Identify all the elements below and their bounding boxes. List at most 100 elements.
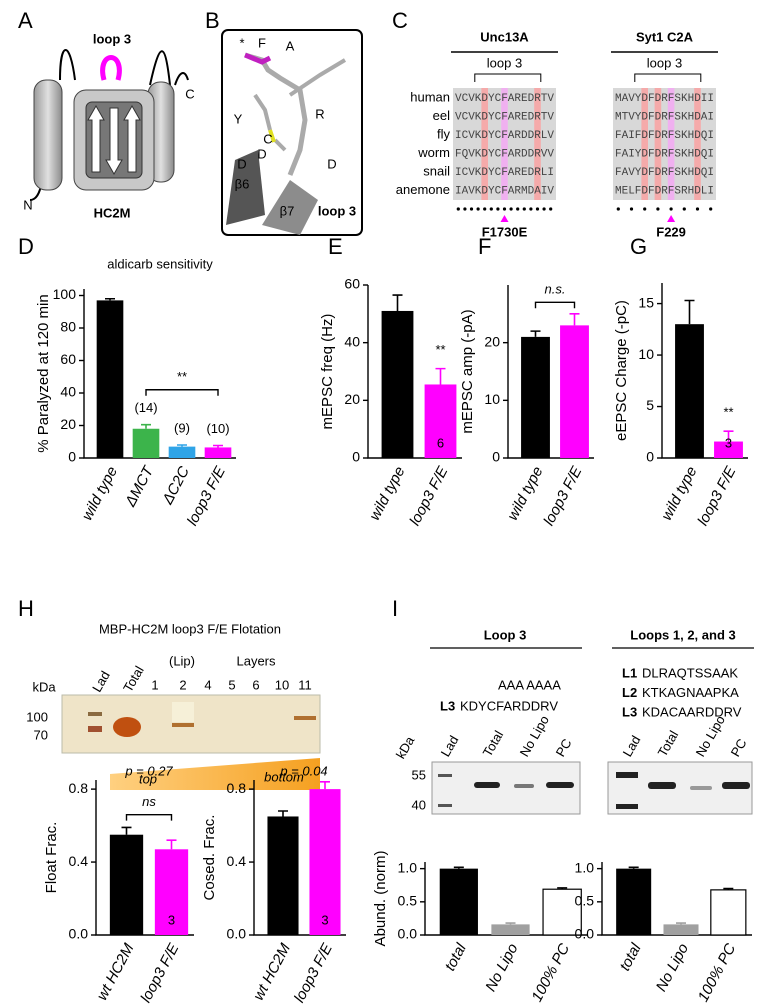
y-axis-label: % Paralyzed at 120 min (35, 294, 52, 452)
y-tick-label: 20 (60, 416, 76, 432)
structure-label: D (327, 156, 336, 171)
loop-id: L2 (622, 685, 637, 700)
y-tick-label: 40 (60, 384, 76, 400)
species: fly (437, 126, 451, 141)
gel-lane: Total (655, 728, 682, 759)
sequence: MAVYDFDRFSKHDII (615, 93, 714, 105)
error-bar (569, 313, 580, 326)
y-tick-label: 0.0 (227, 926, 247, 942)
species: eel (433, 108, 450, 123)
gel-lane: Total (480, 728, 507, 759)
bar (204, 447, 232, 458)
conservation-dot (669, 207, 673, 211)
conservation-dot (476, 207, 480, 211)
y-tick-label: 10 (638, 346, 654, 362)
conservation-dot (629, 207, 634, 211)
gel-kda: kDa (32, 679, 56, 694)
x-tick-label: No Lipo (653, 941, 692, 995)
loop-sequence: KDACAARDDRV (642, 704, 742, 719)
gel-marker: 70 (34, 727, 48, 742)
bar (154, 849, 189, 935)
gel-lane: Lad (620, 733, 644, 759)
y-tick-label: 0 (492, 449, 500, 465)
panel-label: B (205, 8, 220, 33)
bar (491, 924, 530, 935)
y-tick-label: 0 (646, 449, 654, 465)
x-tick-label: wild type (658, 464, 700, 524)
structure-label: F (258, 35, 266, 50)
y-tick-label: 100 (53, 286, 77, 302)
x-tick-label: loop3 F/E (137, 940, 183, 1006)
x-tick-label: wild type (366, 464, 408, 524)
conservation-dot (549, 207, 553, 211)
species: anemone (396, 182, 450, 197)
y-tick-label: 1.0 (398, 859, 418, 875)
gel-marker: 55 (412, 767, 426, 782)
n-label: 6 (437, 435, 444, 450)
gel-lane: 6 (252, 677, 259, 692)
error-bar (435, 367, 446, 385)
x-tick-label: total (442, 940, 471, 974)
y-tick-label: 0.4 (69, 853, 89, 869)
panel-label: D (18, 234, 34, 259)
y-tick-label: 80 (60, 319, 76, 335)
conserved-column (534, 88, 541, 200)
x-tick-label: No Lipo (482, 941, 521, 995)
conservation-dot (616, 207, 620, 211)
gel-lane: Lad (438, 733, 462, 759)
structure-diagram (221, 29, 363, 236)
error-bar (105, 297, 115, 301)
error-bar (121, 826, 132, 835)
loop-sequence: DLRAQTSSAAK (642, 665, 738, 680)
conserved-column (694, 88, 701, 200)
n-label: 3 (455, 912, 462, 927)
loop-bracket (634, 73, 702, 82)
mutation-label: F229 (656, 224, 686, 239)
y-tick-label: 0.0 (575, 926, 595, 942)
y-tick-label: 15 (638, 294, 654, 310)
structure-label: D (237, 156, 246, 171)
n-label: (10) (206, 421, 229, 436)
chart-title: aldicarb sensitivity (107, 256, 213, 271)
error-bar (320, 781, 330, 790)
gel-lane: No Lipo (517, 713, 552, 759)
y-axis-label: Abund. (norm) (372, 851, 389, 947)
y-tick-label: 0.8 (227, 780, 247, 796)
loop-id: L3 (622, 704, 637, 719)
x-tick-label: loop3 F/E (540, 463, 586, 529)
n-label: (14) (134, 400, 157, 415)
bar (663, 924, 699, 935)
x-tick-label: wild type (504, 464, 546, 524)
n-label: 17 (103, 435, 117, 450)
error-bar (628, 866, 639, 869)
conservation-dot (502, 207, 507, 211)
conservation-dot (483, 207, 487, 211)
conservation-dot (535, 207, 540, 211)
structure-label: β7 (280, 203, 295, 218)
error-bar (392, 294, 403, 311)
alignment-shading (453, 88, 716, 200)
chart-title: p = 0.04 (279, 763, 327, 778)
panel-label: A (18, 8, 33, 33)
bar (714, 441, 743, 458)
species: human (410, 89, 450, 104)
n-label: (9) (174, 420, 190, 435)
conservation-dot (643, 207, 647, 211)
sequence: MTVYDFDRFSKHDAI (615, 111, 714, 123)
bar (109, 834, 144, 935)
bar (542, 888, 582, 936)
conservation-dot (469, 207, 474, 211)
sequence: VCVKDYCFAREDRTV (455, 93, 554, 105)
group-title: Loops 1, 2, and 3 (630, 627, 735, 642)
flotation-gel (61, 694, 321, 790)
structure-label: A (286, 38, 295, 53)
loop-label: loop 3 (647, 55, 682, 70)
conserved-column (641, 88, 648, 200)
loop-label: loop 3 (93, 31, 131, 46)
gel-lane: 2 (179, 677, 186, 692)
significance-bracket (125, 813, 173, 821)
n-label: 3 (123, 912, 130, 927)
panel-label: F (478, 234, 491, 259)
conservation-dot (516, 207, 520, 211)
conservation-dot (456, 207, 460, 211)
